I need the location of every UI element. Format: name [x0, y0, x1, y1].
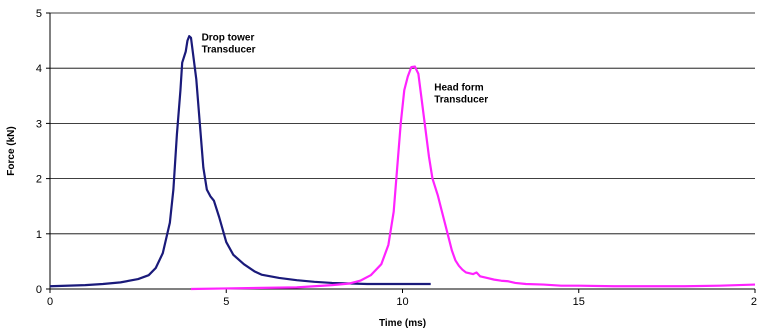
x-tick-label-1: 5	[223, 296, 229, 308]
y-tick-labels: 0 1 2 3 4 5	[36, 8, 42, 296]
y-tick-label-0: 0	[36, 284, 42, 296]
y-tick-label-5: 5	[36, 8, 42, 20]
axes	[46, 12, 756, 293]
y-tick-label-2: 2	[36, 174, 42, 186]
annotation-0-line-0: Drop tower	[202, 33, 255, 44]
series-line-1	[190, 65, 756, 291]
x-axis-label: Time (ms)	[379, 318, 426, 329]
x-tick-label-2: 10	[396, 296, 408, 308]
x-tick-labels: 0 5 10 15 2	[47, 296, 757, 308]
x-tick-label-0: 0	[47, 296, 53, 308]
y-tick-label-1: 1	[36, 229, 42, 241]
annotation-1-line-0: Head form	[434, 82, 484, 93]
series-line-0	[49, 35, 431, 288]
annotation-0-line-1: Transducer	[202, 45, 256, 56]
series-lines	[49, 35, 756, 291]
y-tick-label-3: 3	[36, 118, 42, 130]
annotation-1-line-1: Transducer	[434, 94, 488, 105]
x-tick-label-3: 15	[573, 296, 585, 308]
x-tick-label-4: 2	[751, 296, 757, 308]
y-axis-label: Force (kN)	[6, 126, 17, 175]
grid-lines	[50, 12, 755, 235]
y-tick-label-4: 4	[36, 63, 42, 75]
